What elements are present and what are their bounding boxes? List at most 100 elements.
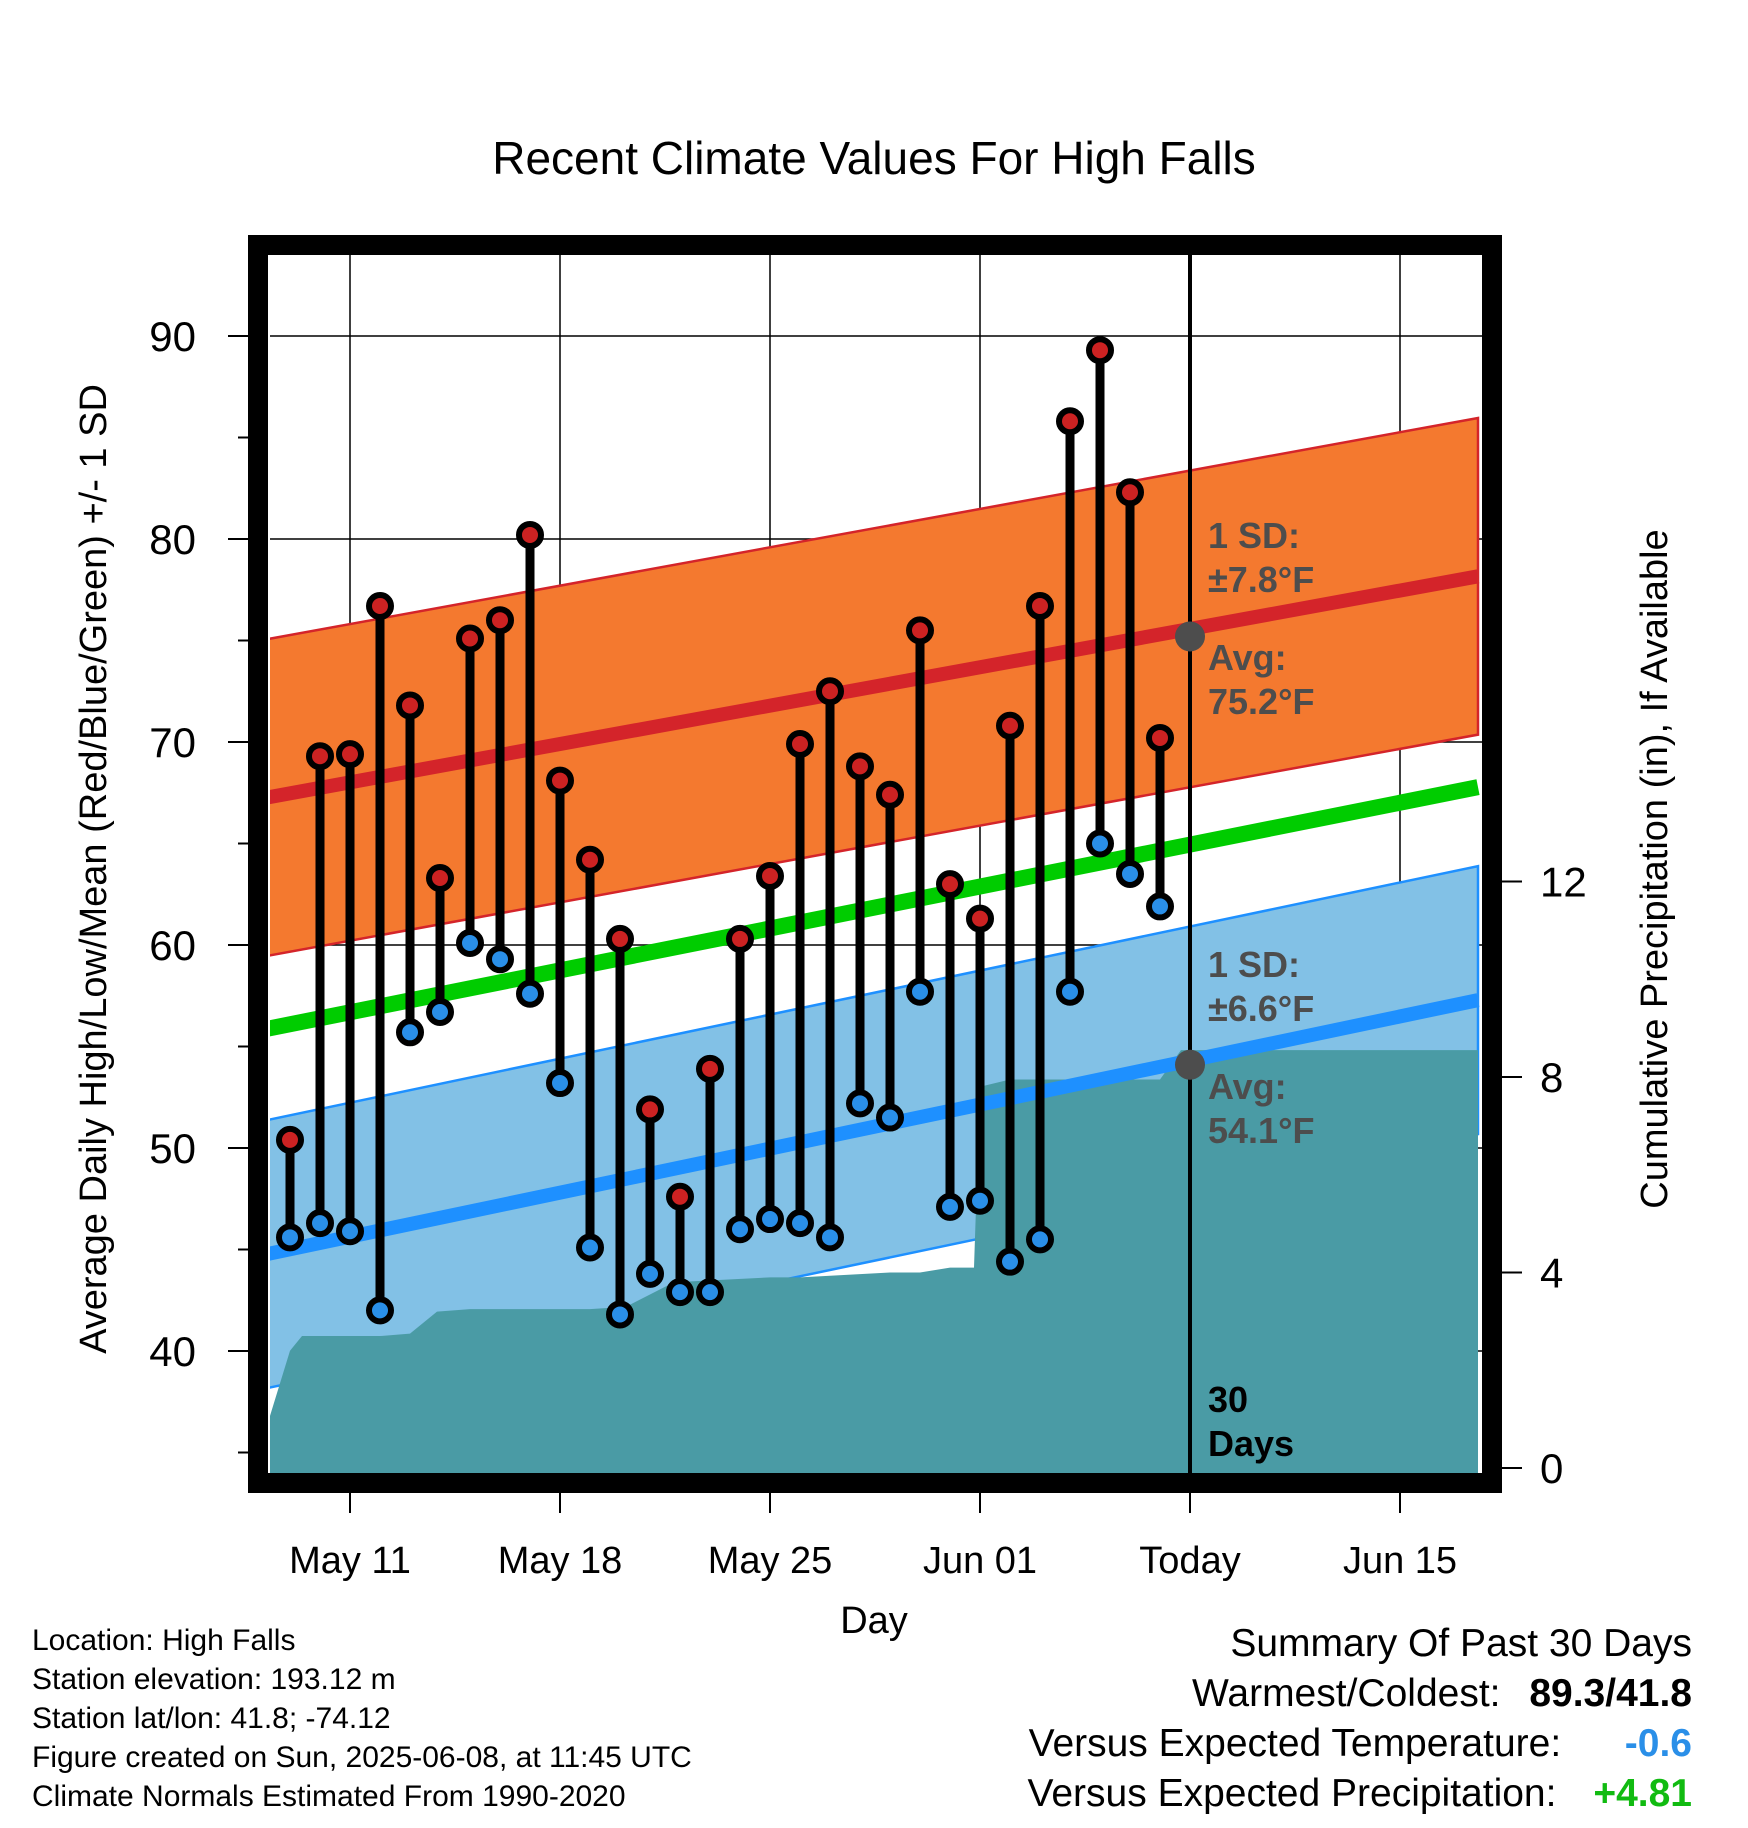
low-point (966, 1186, 994, 1215)
low-point (606, 1300, 634, 1329)
today-high-avg-marker (1175, 621, 1205, 652)
y2-tick-label: 4 (1540, 1250, 1563, 1297)
high-point (786, 730, 814, 759)
high-point (546, 766, 574, 795)
high-point (606, 924, 634, 953)
low-point (666, 1278, 694, 1307)
high-point (726, 924, 754, 953)
low-point (486, 945, 514, 974)
high-point (1086, 336, 1114, 365)
low-point (1056, 977, 1084, 1006)
y-tick-label: 50 (149, 1125, 196, 1172)
y-tick-label: 60 (149, 922, 196, 969)
y-tick-label: 80 (149, 516, 196, 563)
summary-precip-row: Versus Expected Precipitation: +4.81 (1028, 1771, 1693, 1817)
x-tick-label: May 18 (498, 1540, 623, 1582)
low-avg-value: 54.1°F (1208, 1110, 1314, 1151)
high-point (336, 740, 364, 769)
high-point (936, 870, 964, 899)
high-avg-value: 75.2°F (1208, 681, 1314, 722)
plot-frame (248, 235, 1502, 1493)
warmest-label: Warmest/Coldest: (1192, 1672, 1501, 1715)
precip-area (270, 1050, 1478, 1478)
chart-title: Recent Climate Values For High Falls (492, 132, 1256, 184)
latlon-text: Station lat/lon: 41.8; -74.12 (32, 1702, 391, 1735)
low-point (546, 1069, 574, 1098)
created-text: Figure created on Sun, 2025-06-08, at 11… (32, 1741, 692, 1774)
high-point (306, 742, 334, 771)
high-point (366, 591, 394, 620)
low-point (816, 1223, 844, 1252)
y2-tick-label: 0 (1540, 1445, 1563, 1492)
x-tick-label: May 11 (289, 1540, 411, 1582)
high-point (1026, 591, 1054, 620)
high-avg-label: Avg: (1208, 637, 1287, 678)
high-point (1146, 723, 1174, 752)
low-point (276, 1223, 304, 1252)
high-point (1116, 478, 1144, 507)
low-point (876, 1103, 904, 1132)
low-point (1146, 892, 1174, 921)
today-low-avg-marker (1175, 1049, 1205, 1080)
days-count-number: 30 (1208, 1379, 1248, 1420)
high-point (846, 752, 874, 781)
low-point (786, 1209, 814, 1238)
low-point (756, 1205, 784, 1234)
summary-warmest-row: Warmest/Coldest: 89.3/41.8 (1192, 1671, 1692, 1717)
high-point (696, 1054, 724, 1083)
high-point (396, 691, 424, 720)
precip-anomaly-value: +4.81 (1593, 1772, 1692, 1815)
normals-text: Climate Normals Estimated From 1990-2020 (32, 1780, 626, 1813)
temp-anomaly-value: -0.6 (1624, 1722, 1692, 1765)
low-point (396, 1018, 424, 1047)
y2-tick-label: 8 (1540, 1054, 1563, 1101)
low-point (306, 1209, 334, 1238)
y-axis-label: Average Daily High/Low/Mean (Red/Blue/Gr… (73, 384, 115, 1354)
x-axis-label: Day (840, 1600, 908, 1642)
low-sd-label: 1 SD: (1208, 944, 1300, 985)
low-sd-value: ±6.6°F (1208, 988, 1314, 1029)
low-point (1086, 829, 1114, 858)
high-point (966, 904, 994, 933)
high-point (576, 845, 604, 874)
low-point (846, 1089, 874, 1118)
low-point (996, 1247, 1024, 1276)
normal-high-line (270, 569, 1480, 805)
x-tick-label: Jun 15 (1343, 1540, 1457, 1582)
low-point (1116, 859, 1144, 888)
temp-anomaly-label: Versus Expected Temperature: (1028, 1722, 1562, 1765)
high-point (516, 520, 544, 549)
low-point (426, 997, 454, 1026)
elevation-text: Station elevation: 193.12 m (32, 1663, 396, 1696)
low-point (576, 1233, 604, 1262)
location-text: Location: High Falls (32, 1624, 296, 1657)
summary-title: Summary Of Past 30 Days (1230, 1622, 1692, 1665)
high-point (816, 677, 844, 706)
warmest-value: 89.3/41.8 (1529, 1672, 1692, 1715)
high-point (486, 606, 514, 635)
low-point (636, 1259, 664, 1288)
x-tick-label: May 25 (708, 1540, 833, 1582)
low-point (336, 1217, 364, 1246)
high-sd-value: ±7.8°F (1208, 559, 1314, 600)
high-point (996, 711, 1024, 740)
precip-anomaly-label: Versus Expected Precipitation: (1027, 1772, 1557, 1815)
low-point (696, 1278, 724, 1307)
high-point (1056, 407, 1084, 436)
high-point (636, 1095, 664, 1124)
y-tick-label: 40 (149, 1328, 196, 1375)
x-tick-label: Jun 01 (923, 1540, 1037, 1582)
high-point (276, 1125, 304, 1154)
high-sd-label: 1 SD: (1208, 515, 1300, 556)
high-point (906, 616, 934, 645)
high-point (666, 1182, 694, 1211)
high-point (756, 861, 784, 890)
y-tick-label: 90 (149, 313, 196, 360)
low-point (1026, 1225, 1054, 1254)
normal-low-line (270, 993, 1480, 1261)
low-avg-label: Avg: (1208, 1066, 1287, 1107)
low-point (936, 1192, 964, 1221)
low-point (516, 979, 544, 1008)
